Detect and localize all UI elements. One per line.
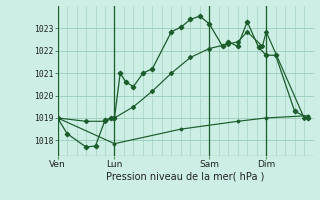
- X-axis label: Pression niveau de la mer( hPa ): Pression niveau de la mer( hPa ): [107, 172, 265, 182]
